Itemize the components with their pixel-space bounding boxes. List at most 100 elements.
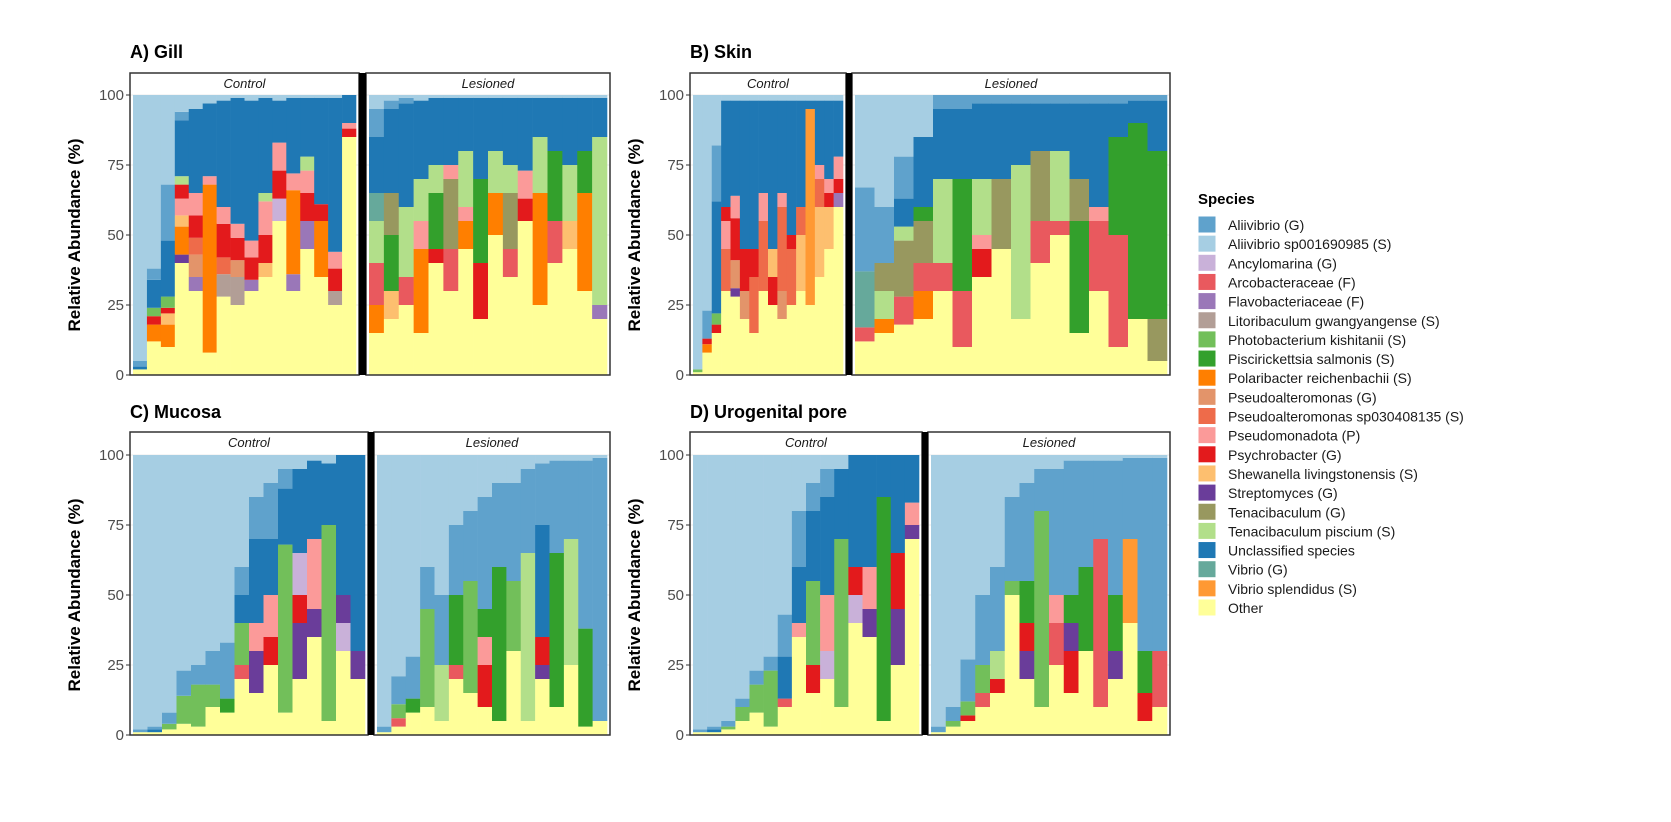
bar-segment: Other [991, 249, 1012, 375]
bar: OtherArcobacteraceae (F)Piscirickettsia … [952, 95, 973, 375]
bar: OtherPhotobacterium kishitanii (S)Aliivi… [506, 455, 522, 735]
bar-segment: Psychrobacter (G) [473, 263, 489, 319]
bar-segment: Piscirickettsia salmonis (S) [473, 179, 489, 263]
y-tick-label: 25 [667, 657, 684, 674]
bar-segment: Pseudomonadota (P) [258, 201, 273, 235]
bar-segment: Piscirickettsia salmonis (S) [1147, 151, 1168, 319]
legend-key [1197, 407, 1217, 425]
bar-segment: Aliivibrio (G) [1108, 460, 1124, 595]
legend-label: Polaribacter reichenbachii (S) [1228, 370, 1412, 386]
bar-segment: Pseudoalteromonas (G) [739, 291, 750, 319]
bar-segment: Aliivibrio sp001690985 (S) [520, 455, 536, 469]
bar: OtherStreptomyces (G)Psychrobacter (G)An… [292, 455, 308, 735]
bar-segment: Psychrobacter (G) [292, 595, 308, 623]
bar-segment: Other [398, 305, 414, 375]
bar-segment: Photobacterium kishitanii (S) [191, 684, 206, 727]
bar: OtherArcobacteraceae (F)Piscirickettsia … [1108, 95, 1129, 375]
bar: OtherPolaribacter reichenbachii (S)Pseud… [413, 95, 429, 375]
bar-segment: Other [833, 207, 844, 375]
bar-segment: Pseudomonadota (P) [777, 193, 788, 207]
facet-lesioned: LesionedOtherArcobacteraceae (F)Vibrio (… [851, 72, 1171, 376]
bar: OtherArcobacteraceae (F)Piscirickettsia … [448, 455, 464, 735]
legend-item: Other [1197, 598, 1263, 617]
bar-segment: Aliivibrio (G) [162, 712, 177, 724]
bar-segment: Aliivibrio (G) [820, 469, 835, 497]
bar-segment: Other [1034, 707, 1050, 735]
bar-segment: Aliivibrio (G) [791, 511, 807, 567]
bar-segment: Aliivibrio sp001690985 (S) [739, 95, 750, 101]
bar-segment: Other [1128, 319, 1148, 375]
bar-segment: Tenacibaculum piscium (S) [520, 553, 536, 721]
bar-segment: Other [272, 221, 287, 375]
bar-segment: Arcobacteraceae (F) [933, 263, 953, 291]
bar-segment: Unclassified species [577, 97, 593, 151]
bar-segment: Unclassified species [894, 198, 914, 227]
bar-segment: Pseudomonadota (P) [477, 637, 493, 665]
bar-segment: Psychrobacter (G) [1019, 623, 1035, 651]
bar-segment: Aliivibrio sp001690985 (S) [1034, 455, 1050, 469]
bar-segment: Flavobacteriaceae (F) [244, 279, 259, 291]
bar-segment: Pseudomonadota (P) [272, 142, 287, 171]
bar-segment: Piscirickettsia salmonis (S) [492, 567, 507, 721]
bar-segment: Unclassified species [777, 100, 788, 193]
bar-segment: Unclassified species [278, 488, 293, 545]
bar-segment: Aliivibrio sp001690985 (S) [535, 455, 550, 464]
bar: OtherStreptomyces (G)Psychrobacter (G)Un… [890, 455, 906, 735]
bar: OtherArcobacteraceae (F)Tenacibaculum pi… [933, 95, 953, 375]
bar-segment: Aliivibrio sp001690985 (S) [1049, 455, 1065, 469]
bar-segment: Unclassified species [428, 97, 444, 165]
bar-segment: Photobacterium kishitanii (S) [162, 723, 177, 730]
bar-segment: Aliivibrio (G) [234, 567, 250, 595]
bar-segment: Unclassified species [711, 201, 722, 314]
bar-segment: Aliivibrio sp001690985 (S) [278, 455, 293, 469]
bar-segment: Piscirickettsia salmonis (S) [383, 235, 400, 291]
bar-segment: Arcobacteraceae (F) [1152, 651, 1168, 707]
bar-segment: Unclassified species [562, 97, 578, 165]
bar-segment: Aliivibrio sp001690985 (S) [492, 455, 507, 483]
y-tick-label: 25 [667, 297, 684, 314]
bar-segment: Other [350, 679, 366, 735]
bar-segment: Aliivibrio sp001690985 (S) [517, 95, 533, 98]
legend-key [1197, 541, 1217, 560]
bar-segment: Unclassified species [1089, 103, 1109, 207]
bar: OtherPsychrobacter (G)Streptomyces (G)Pi… [1063, 455, 1079, 735]
bar-segment: Pseudomonadota (P) [249, 623, 264, 651]
bar-segment: Other [258, 277, 273, 375]
bar-segment: Piscirickettsia salmonis (S) [1063, 595, 1079, 623]
legend-item: Litoribaculum gwangyangense (S) [1197, 311, 1440, 330]
bar: OtherPiscirickettsia salmonis (S)Tenacib… [1069, 95, 1090, 375]
bar-segment: Photobacterium kishitanii (S) [806, 581, 821, 665]
bar-segment: Tenacibaculum piscium (S) [1011, 165, 1031, 319]
bar-segment: Aliivibrio sp001690985 (S) [413, 95, 429, 101]
y-tick-label: 75 [107, 517, 124, 534]
bar-segment: Pseudomonadota (P) [862, 567, 877, 609]
bar-segment: Unclassified species [791, 567, 807, 623]
bar-segment: Unclassified species [342, 95, 357, 123]
bar-segment: Psychrobacter (G) [174, 184, 190, 199]
bar-segment: Psychrobacter (G) [342, 128, 357, 137]
bar-segment: Aliivibrio (G) [405, 656, 421, 699]
bar-segment: Other [147, 732, 163, 735]
bar: OtherArcobacteraceae (F)Pseudomonadota (… [1089, 95, 1109, 375]
facet-strip-label: Control [747, 76, 790, 91]
bar-segment: Other [202, 352, 217, 375]
bar-segment: Other [562, 249, 578, 375]
bar-segment: Unclassified species [833, 100, 844, 157]
bar-segment: Aliivibrio sp001690985 (S) [763, 455, 779, 657]
bar-segment: Aliivibrio sp001690985 (S) [1122, 455, 1138, 458]
bar: OtherPsychrobacter (G)Pseudomonadota (P)… [477, 455, 493, 735]
bar-segment: Other [735, 721, 750, 735]
facet-strip [366, 73, 610, 93]
bar-segment: Piscirickettsia salmonis (S) [428, 193, 444, 249]
bar: OtherStreptomyces (G)Polaribacter reiche… [174, 95, 190, 375]
bar-segment: Tenacibaculum piscium (S) [592, 137, 608, 305]
bar-segment: Shewanella livingstonensis (S) [258, 263, 273, 277]
bar-segment: Psychrobacter (G) [160, 307, 176, 314]
bar-segment: Aliivibrio sp001690985 (S) [547, 95, 563, 98]
bar-segment: Unclassified species [848, 455, 863, 567]
bar-segment: Other [693, 732, 708, 735]
bar-segment: Pseudomonadota (P) [230, 223, 245, 238]
bar-segment: Tenacibaculum piscium (S) [990, 651, 1006, 679]
bar: OtherTenacibaculum (G)Piscirickettsia sa… [1147, 95, 1168, 375]
bar-segment: Aliivibrio (G) [133, 729, 148, 733]
